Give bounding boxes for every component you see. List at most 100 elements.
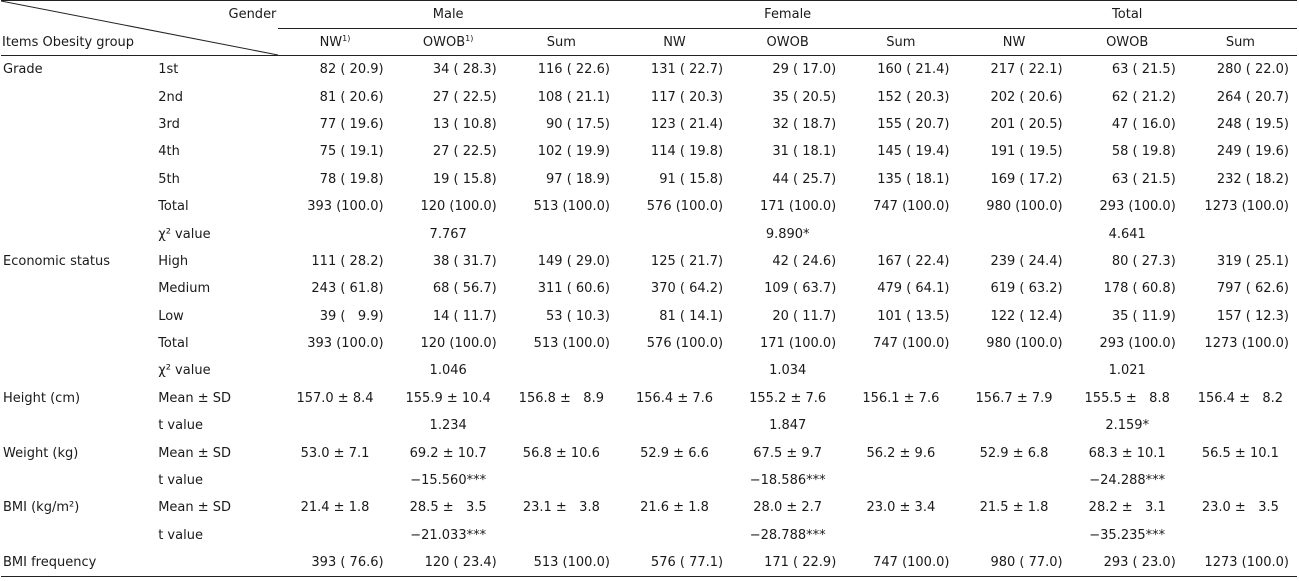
table-cell: 32 ( 18.7) [772, 116, 837, 132]
table-row: Height (cm) Mean ± SD 157.0 ± 8.4 155.9 ± 1… [1, 385, 1297, 412]
table-row: 5th 78 ( 19.8) 19 ( 15.8) 97 ( 18.9) 91 ( 15… [1, 166, 1297, 193]
table-cell: 145 ( 19.4) [877, 144, 950, 160]
header-row-subcols: NW1) OWOB1) Sum NW OWOB Sum NW OWOB Sum [1, 28, 1297, 56]
table-cell: 217 ( 22.1) [990, 62, 1063, 78]
table-cell: 156.1 ± 7.6 [862, 390, 940, 406]
table-cell: 155.5 ± 8.8 [1084, 390, 1170, 406]
table-cell: 797 ( 62.6) [1216, 281, 1289, 297]
table-cell: 167 ( 22.4) [877, 253, 950, 269]
table-cell: 21.5 ± 1.8 [979, 500, 1049, 516]
subcol-header: Sum [844, 28, 958, 56]
subcol-header: NW1) [278, 28, 392, 56]
table-cell: 21.6 ± 1.8 [640, 500, 709, 516]
row-item-label: Grade [3, 62, 43, 78]
table-cell: 311 ( 60.6) [537, 281, 610, 297]
table-cell: 28.2 ± 3.1 [1088, 500, 1166, 516]
table-cell: 122 ( 12.4) [990, 308, 1063, 324]
table-row: 3rd 77 ( 19.6) 13 ( 10.8) 90 ( 17.5) 123 ( 2… [1, 111, 1297, 138]
subcol-header: OWOB [731, 28, 845, 56]
table-cell: 157.0 ± 8.4 [296, 390, 374, 406]
row-sub-label: χ² value [158, 363, 211, 379]
table-cell: 293 (100.0) [1099, 336, 1176, 352]
table-cell: 201 ( 20.5) [990, 116, 1063, 132]
table-cell: 111 ( 28.2) [311, 253, 384, 269]
table-cell: 980 (100.0) [986, 199, 1063, 215]
stat-value: 1.234 [429, 418, 467, 434]
table-cell: 131 ( 22.7) [650, 62, 724, 78]
row-item-label: BMI (kg/m²) [3, 500, 80, 516]
table-cell: 157 ( 12.3) [1216, 308, 1289, 324]
table-cell: 120 ( 23.4) [391, 549, 505, 578]
table-cell: 171 (100.0) [759, 336, 837, 352]
table-cell: 47 ( 16.0) [1111, 116, 1176, 132]
row-item-label [1, 357, 142, 384]
row-sub-label: χ² value [158, 226, 211, 242]
table-cell: 53.0 ± 7.1 [300, 445, 370, 461]
table-cell: 28.5 ± 3.5 [409, 500, 487, 516]
table-cell: 75 ( 19.1) [319, 144, 384, 160]
table-cell: 69.2 ± 10.7 [409, 445, 487, 461]
table-cell: 101 ( 13.5) [877, 308, 950, 324]
table-cell: 63 ( 21.5) [1111, 171, 1176, 187]
diagonal-header-cell: Gender Items Obesity group [1, 0, 279, 56]
table-cell: 319 ( 25.1) [1216, 253, 1289, 269]
table-cell: 980 (100.0) [986, 336, 1063, 352]
header-row-groups: Gender Items Obesity group Male Female T… [1, 0, 1297, 56]
table-cell: 747 (100.0) [873, 336, 950, 352]
subcol-header: Sum [1183, 28, 1297, 56]
stat-value: 7.767 [429, 226, 467, 242]
table-cell: 747 (100.0) [844, 549, 958, 578]
subcol-label: Sum [1225, 34, 1255, 50]
table-row: Total 393 (100.0) 120 (100.0) 513 (100.0) 57… [1, 193, 1297, 220]
table-row: Medium 243 ( 61.8) 68 ( 56.7) 311 ( 60.6) 37… [1, 275, 1297, 302]
table-cell: 27 ( 22.5) [432, 89, 497, 105]
table-cell: 264 ( 20.7) [1216, 89, 1289, 105]
row-sub-label: t value [158, 473, 203, 489]
table-cell: 23.0 ± 3.5 [1201, 500, 1279, 516]
row-sub-label: 1st [158, 62, 179, 78]
row-sub-label: Total [158, 199, 189, 215]
table-cell: 114 ( 19.8) [650, 144, 724, 160]
table-cell: 27 ( 22.5) [432, 144, 497, 160]
stat-value: 1.021 [1108, 363, 1146, 379]
stat-value: 1.046 [429, 363, 467, 379]
table-cell: 117 ( 20.3) [650, 89, 724, 105]
table-row: Total 393 (100.0) 120 (100.0) 513 (100.0) 57… [1, 330, 1297, 357]
table-cell: 191 ( 19.5) [990, 144, 1063, 160]
table-cell: 1273 (100.0) [1204, 199, 1289, 215]
table-cell: 249 ( 19.6) [1216, 144, 1289, 160]
stat-value: 1.847 [769, 418, 807, 434]
table-cell: 52.9 ± 6.8 [979, 445, 1049, 461]
table-cell: 243 ( 61.8) [311, 281, 384, 297]
stat-value: 4.641 [1108, 226, 1146, 242]
table-cell: 102 ( 19.9) [537, 144, 610, 160]
stat-value: −15.560*** [410, 473, 487, 489]
table-cell: 39 ( 9.9) [319, 308, 384, 324]
row-item-label [1, 330, 142, 357]
row-item-label: Weight (kg) [3, 445, 79, 461]
table-cell: 576 ( 77.1) [617, 549, 732, 578]
row-item-label [1, 220, 142, 247]
row-sub-label: Medium [158, 281, 211, 297]
row-item-label: Height (cm) [3, 390, 81, 406]
row-item-label [1, 467, 142, 494]
table-cell: 97 ( 18.9) [546, 171, 610, 187]
table-cell: 90 ( 17.5) [546, 116, 610, 132]
subcol-label: OWOB [766, 34, 809, 50]
group-male: Male [278, 0, 618, 29]
table-row: t value 1.234 1.847 2.159* [1, 412, 1297, 439]
table-cell: 1273 (100.0) [1204, 336, 1289, 352]
stat-value: −28.788*** [749, 527, 826, 543]
table-cell: 91 ( 15.8) [659, 171, 724, 187]
table-row: 2nd 81 ( 20.6) 27 ( 22.5) 108 ( 21.1) 117 ( … [1, 83, 1297, 110]
row-sub-label: 2nd [158, 89, 183, 105]
table-cell: 169 ( 17.2) [990, 171, 1063, 187]
table-row: χ² value 1.046 1.034 1.021 [1, 357, 1297, 384]
subcol-label: Sum [886, 34, 916, 50]
table-cell: 77 ( 19.6) [319, 116, 384, 132]
table-cell: 31 ( 18.1) [772, 144, 837, 160]
table-cell: 155.2 ± 7.6 [749, 390, 827, 406]
row-item-label [1, 193, 142, 220]
table-cell: 178 ( 60.8) [1103, 281, 1176, 297]
